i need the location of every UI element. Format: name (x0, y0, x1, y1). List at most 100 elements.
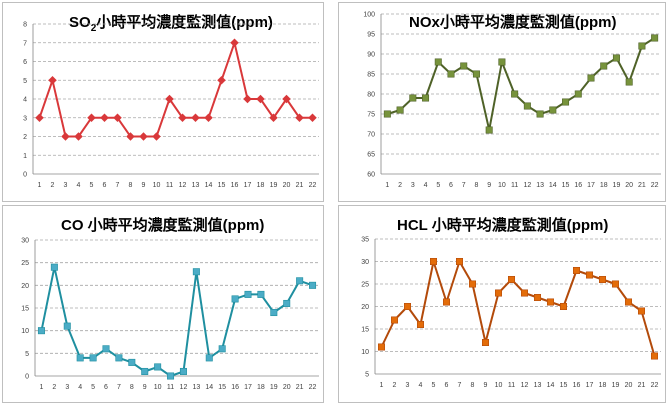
nox-x-tick-label: 22 (651, 182, 659, 189)
hcl-y-tick-label: 5 (365, 372, 369, 379)
nox-x-tick-label: 1 (385, 182, 389, 189)
hcl-data-point (637, 307, 645, 315)
nox-data-point (587, 74, 595, 82)
co-y-tick-label: 10 (21, 328, 29, 335)
hcl-x-tick-label: 20 (625, 382, 633, 389)
nox-y-tick-label: 100 (363, 12, 375, 19)
co-data-point (115, 354, 123, 362)
hcl-x-tick-label: 14 (547, 382, 555, 389)
hcl-x-tick-label: 6 (445, 382, 449, 389)
so2-x-tick-label: 5 (90, 182, 94, 189)
nox-x-tick-label: 19 (613, 182, 621, 189)
co-y-tick-label: 0 (25, 374, 29, 381)
so2-x-tick-label: 11 (166, 182, 173, 189)
so2-x-tick-label: 15 (218, 182, 226, 189)
so2-data-point (282, 94, 291, 104)
hcl-chart-panel: HCL 小時平均濃度監測值(ppm) 5 10 15 20 25 30 35 1 2 3 4 5 6 7 8… (338, 205, 666, 403)
hcl-data-point (469, 280, 477, 288)
hcl-y-tick-label: 20 (361, 304, 369, 311)
so2-x-tick-label: 8 (129, 182, 133, 189)
so2-series-line (38, 41, 313, 138)
co-x-tick-label: 20 (283, 384, 291, 391)
so2-data-point (152, 132, 161, 141)
co-y-tick-label: 25 (21, 260, 29, 267)
co-x-tick-label: 18 (257, 384, 265, 391)
hcl-data-point (456, 257, 464, 265)
hcl-x-tick-label: 17 (586, 382, 594, 389)
co-x-tick-label: 15 (218, 384, 226, 391)
nox-x-tick-label: 2 (398, 182, 402, 189)
co-chart-title: CO 小時平均濃度監測值(ppm) (61, 216, 264, 234)
co-data-point (50, 263, 58, 271)
nox-x-tick-label: 6 (449, 182, 453, 189)
hcl-x-tick-label: 22 (651, 382, 659, 389)
hcl-y-tick-label: 15 (361, 327, 369, 334)
co-x-tick-label: 7 (117, 384, 121, 391)
nox-y-tick-label: 60 (367, 172, 375, 179)
hcl-data-point (482, 339, 490, 347)
so2-x-tick-label: 18 (257, 182, 265, 189)
co-data-point (257, 290, 265, 298)
hcl-x-tick-label: 2 (393, 382, 397, 389)
nox-data-point (638, 42, 646, 50)
co-data-point (244, 290, 252, 298)
co-x-tick-label: 2 (52, 384, 56, 391)
hcl-y-tick-label: 25 (361, 282, 369, 289)
so2-data-point (269, 113, 278, 122)
co-y-tick-label: 5 (25, 351, 29, 358)
hcl-y-tick-label: 10 (361, 349, 369, 356)
so2-x-tick-label: 4 (77, 182, 81, 189)
so2-x-tick-label: 3 (64, 182, 68, 189)
nox-y-tick-label: 90 (367, 52, 375, 59)
so2-chart-panel: SO2小時平均濃度監測值(ppm) 0 1 2 3 4 5 6 7 8 1 2 3 4 5 6 7 8 9 10 11… (2, 2, 324, 202)
nox-x-tick-label: 11 (511, 182, 518, 189)
hcl-x-tick-label: 18 (599, 382, 607, 389)
co-data-point (154, 363, 162, 371)
nox-x-tick-label: 16 (574, 182, 582, 189)
co-x-tick-label: 5 (91, 384, 95, 391)
so2-data-point (74, 132, 83, 141)
nox-x-tick-label: 18 (600, 182, 608, 189)
so2-data-point (87, 113, 96, 122)
nox-x-tick-label: 13 (536, 182, 544, 189)
co-data-point (89, 354, 97, 362)
nox-y-tick-label: 65 (367, 152, 375, 159)
so2-x-tick-label: 6 (103, 182, 107, 189)
hcl-y-tick-label: 30 (361, 259, 369, 266)
co-x-tick-label: 22 (309, 384, 317, 391)
hcl-data-point (586, 271, 594, 279)
co-y-tick-label: 20 (21, 283, 29, 290)
hcl-x-tick-label: 4 (419, 382, 423, 389)
hcl-data-point (547, 298, 555, 306)
hcl-x-tick-label: 9 (484, 382, 488, 389)
so2-y-tick-label: 7 (23, 40, 27, 47)
hcl-x-tick-label: 8 (471, 382, 475, 389)
so2-x-tick-label: 16 (231, 182, 239, 189)
hcl-x-tick-label: 21 (638, 382, 646, 389)
nox-data-point (460, 62, 468, 70)
nox-x-tick-label: 7 (462, 182, 466, 189)
co-data-point (192, 268, 200, 276)
nox-x-tick-label: 15 (562, 182, 570, 189)
nox-x-tick-label: 8 (475, 182, 479, 189)
hcl-data-point (495, 289, 503, 297)
co-x-tick-label: 19 (270, 384, 278, 391)
hcl-x-tick-label: 10 (495, 382, 503, 389)
hcl-data-point (534, 294, 542, 302)
so2-x-tick-label: 13 (192, 182, 200, 189)
so2-y-tick-label: 8 (23, 22, 27, 29)
hcl-data-point (560, 303, 568, 311)
nox-y-tick-label: 85 (367, 72, 375, 79)
hcl-data-point (521, 289, 529, 297)
so2-data-point (178, 113, 187, 122)
nox-data-point (612, 54, 620, 62)
so2-x-tick-label: 14 (205, 182, 213, 189)
co-x-tick-label: 17 (244, 384, 252, 391)
nox-series-line (387, 37, 656, 131)
nox-data-point (498, 58, 506, 66)
co-data-point (76, 354, 84, 362)
